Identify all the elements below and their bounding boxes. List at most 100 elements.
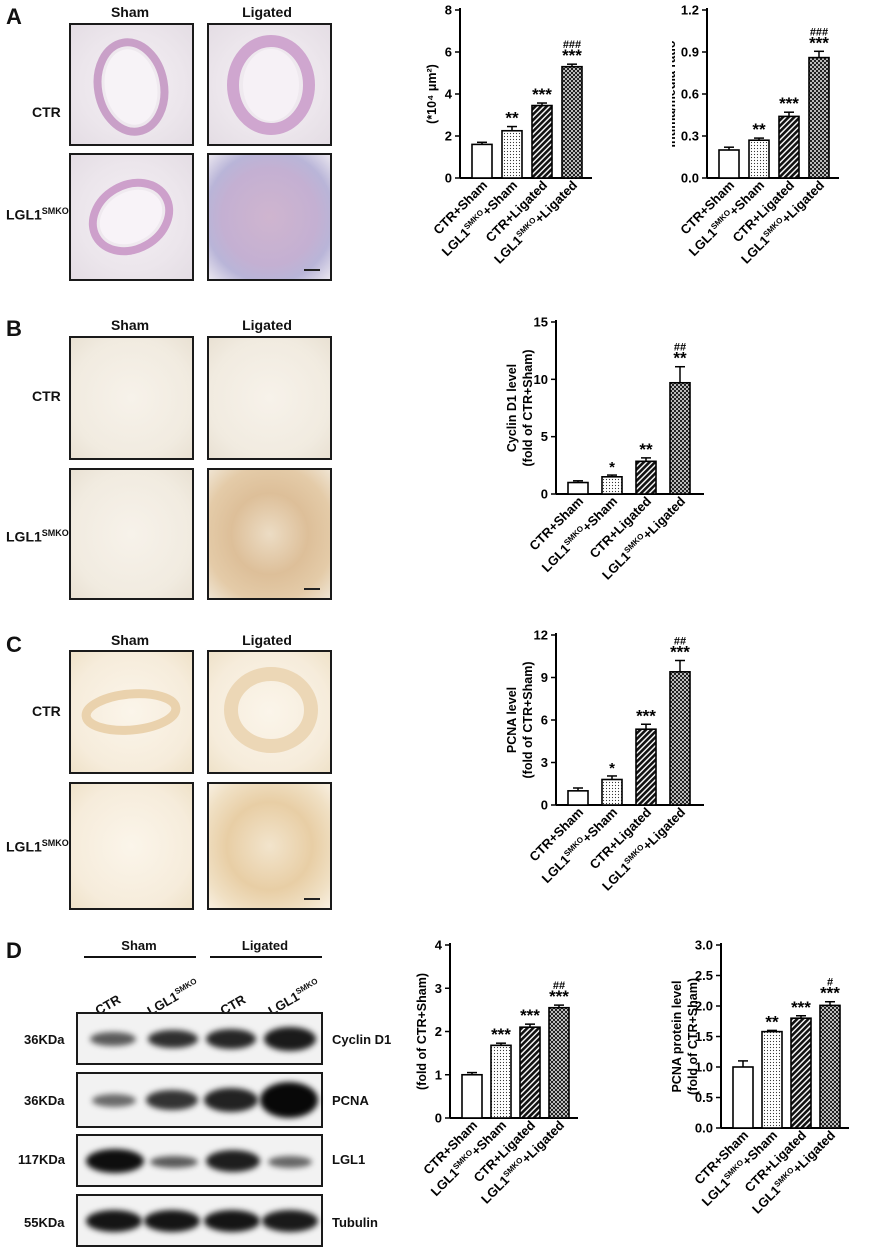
y-tick-label: 0 (445, 171, 452, 186)
bar (601, 476, 623, 495)
row-label-ctr-a: CTR (32, 104, 61, 120)
bar (471, 143, 493, 179)
micrograph-b-ctr-ligated (207, 336, 332, 460)
y-tick-label: 0.0 (695, 1121, 713, 1136)
blot-strip-cyclin-d1 (76, 1012, 323, 1065)
bar (567, 790, 589, 806)
y-tick-label: 0.6 (681, 87, 699, 102)
y-tick-label: 2.5 (695, 968, 713, 983)
y-axis-label: PCNA protein level (670, 980, 684, 1092)
significance-hash: ### (810, 26, 828, 38)
bar (669, 671, 691, 806)
bar (748, 139, 770, 179)
micrograph-b-lgl1-sham (69, 468, 194, 600)
y-tick-label: 2 (435, 1024, 442, 1039)
bar (669, 381, 691, 495)
blot-strip-tubulin (76, 1194, 323, 1247)
bar (461, 1073, 483, 1119)
scale-bar (304, 269, 320, 271)
significance-star: ** (505, 109, 519, 128)
significance-star: *** (820, 984, 840, 1003)
bar (635, 728, 657, 806)
micrograph-c-ctr-ligated (207, 650, 332, 774)
significance-star: ** (752, 120, 766, 139)
significance-star: *** (549, 987, 569, 1006)
significance-hash: ## (553, 980, 565, 992)
chart-cyclin-d1-protein: 01234Cyclin D1 protein level(fold of CTR… (415, 938, 578, 1207)
micrograph-a-ctr-sham (69, 23, 194, 146)
y-axis-label: (fold of CTR+Sham) (686, 978, 700, 1095)
y-tick-label: 3 (435, 981, 442, 996)
y-tick-label: 9 (541, 670, 548, 685)
significance-star: *** (532, 85, 552, 104)
bar (490, 1044, 512, 1119)
significance-star: * (609, 459, 615, 476)
bar (531, 104, 553, 179)
bar (790, 1017, 812, 1129)
chart-pcna-level: 0 3 6 9 12 PCNA level (fold of CTR+Sham) CTR+Sh… (505, 628, 704, 894)
chart-pcna-protein: 0.0 0.5 1.0 1.5 2.0 2.5 3.0 PCNA protein level(… (670, 938, 849, 1217)
y-tick-label: 1 (435, 1067, 442, 1082)
y-tick-label: 0 (541, 798, 548, 813)
blot-group-sham: Sham (121, 938, 157, 953)
y-tick-label: 2 (445, 129, 452, 144)
col-label-sham-a: Sham (110, 4, 150, 20)
y-tick-label: 4 (435, 938, 443, 953)
blot-kda-2: 36KDa (24, 1093, 65, 1108)
panel-label-a: A (6, 4, 22, 29)
row-label-lgl1-b: LGL1SMKO (6, 528, 69, 545)
significance-star: ** (673, 349, 687, 368)
blot-name-1: Cyclin D1 (332, 1032, 392, 1047)
y-tick-label: 3 (541, 755, 548, 770)
bar (501, 129, 523, 179)
chart-cyclin-d1-level: 0 5 10 15 Cyclin D1 level (fold of CTR+Sham) C… (505, 315, 704, 583)
category-label: CTR+Sham (526, 805, 586, 865)
significance-star: * (609, 760, 615, 777)
scale-bar (304, 588, 320, 590)
blot-kda-3: 117KDa (18, 1152, 65, 1167)
bar (567, 481, 589, 495)
y-tick-label: 3.0 (695, 938, 713, 953)
col-label-sham-b: Sham (110, 317, 150, 333)
significance-hash: ### (563, 39, 581, 51)
bar (561, 65, 583, 179)
significance-hash: ## (674, 342, 686, 354)
row-label-ctr-c: CTR (32, 703, 61, 719)
blot-name-2: PCNA (332, 1093, 369, 1108)
significance-star: *** (779, 94, 799, 113)
y-axis-label: PCNA level (505, 687, 519, 753)
scale-bar (304, 898, 320, 900)
micrograph-a-lgl1-ligated (207, 153, 332, 281)
y-axis-label: (fold of CTR+Sham) (415, 973, 429, 1090)
bar (808, 56, 830, 179)
bar (601, 778, 623, 806)
micrograph-c-lgl1-ligated (207, 782, 332, 910)
col-label-ligated-a: Ligated (242, 4, 292, 20)
micrograph-c-ctr-sham (69, 650, 194, 774)
micrograph-c-lgl1-sham (69, 782, 194, 910)
panel-label-d: D (6, 938, 22, 963)
panel-label-c: C (6, 632, 22, 657)
significance-star: *** (636, 706, 656, 725)
significance-star: ** (765, 1012, 779, 1031)
y-tick-label: 15 (534, 315, 548, 330)
micrograph-a-lgl1-sham (69, 153, 194, 281)
row-label-lgl1-a: LGL1SMKO (6, 206, 69, 223)
significance-hash: ## (674, 636, 686, 648)
y-tick-label: 0 (541, 487, 548, 502)
y-tick-label: 1.0 (695, 1060, 713, 1075)
blot-kda-4: 55KDa (24, 1215, 65, 1230)
col-label-sham-c: Sham (110, 632, 150, 648)
bar (819, 1004, 841, 1129)
bar (548, 1006, 570, 1119)
significance-star: *** (791, 998, 811, 1017)
y-tick-label: 6 (541, 713, 548, 728)
bar (718, 149, 740, 179)
panel-label-b: B (6, 316, 22, 341)
blot-group-ligated: Ligated (241, 938, 289, 953)
y-tick-label: 10 (534, 372, 548, 387)
y-tick-label: 2.0 (695, 999, 713, 1014)
significance-star: *** (491, 1025, 511, 1044)
y-tick-label: 0.5 (695, 1090, 713, 1105)
